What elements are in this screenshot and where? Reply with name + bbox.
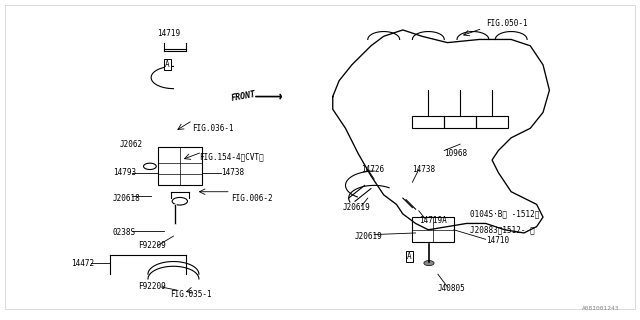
Text: 14719: 14719 xyxy=(157,28,180,38)
Bar xyxy=(412,116,444,128)
Bar xyxy=(476,116,508,128)
Text: 14738: 14738 xyxy=(221,168,244,177)
Text: A08I001243: A08I001243 xyxy=(582,306,620,311)
Text: F92209: F92209 xyxy=(138,241,166,250)
Text: 0238S: 0238S xyxy=(113,228,136,237)
Circle shape xyxy=(424,260,434,266)
Text: FIG.035-1: FIG.035-1 xyxy=(170,290,212,299)
Text: 14726: 14726 xyxy=(362,165,385,174)
Text: J20618: J20618 xyxy=(113,194,141,203)
Bar xyxy=(412,217,454,243)
Text: 14710: 14710 xyxy=(486,236,509,245)
Text: FIG.154-4〈CVT〉: FIG.154-4〈CVT〉 xyxy=(199,152,264,161)
Text: A: A xyxy=(407,252,412,261)
Text: 14793: 14793 xyxy=(113,168,136,177)
Bar xyxy=(444,116,476,128)
Text: J20883〨1512- 〉: J20883〨1512- 〉 xyxy=(470,225,534,234)
Text: J20619: J20619 xyxy=(355,232,383,241)
Bar xyxy=(157,147,202,185)
Text: A: A xyxy=(164,60,170,69)
Text: 10968: 10968 xyxy=(444,149,467,158)
Text: J20619: J20619 xyxy=(342,203,370,212)
Text: FIG.050-1: FIG.050-1 xyxy=(486,19,527,28)
Text: F92209: F92209 xyxy=(138,282,166,292)
Text: 14738: 14738 xyxy=(412,165,436,174)
Text: FRONT: FRONT xyxy=(231,90,257,103)
Text: J2062: J2062 xyxy=(119,140,142,148)
Text: FIG.036-1: FIG.036-1 xyxy=(193,124,234,133)
Text: 14472: 14472 xyxy=(72,259,95,268)
Text: FIG.006-2: FIG.006-2 xyxy=(231,194,273,203)
Text: 0104S·B〈 -1512〉: 0104S·B〈 -1512〉 xyxy=(470,209,539,219)
Text: 14719A: 14719A xyxy=(419,216,447,225)
Text: J40805: J40805 xyxy=(438,284,466,293)
